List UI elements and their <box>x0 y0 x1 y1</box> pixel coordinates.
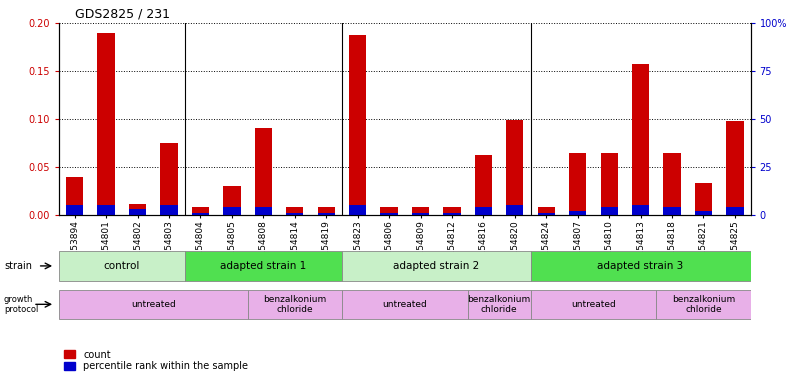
Bar <box>129 209 146 215</box>
Bar <box>656 290 751 319</box>
Bar <box>66 205 83 215</box>
Bar <box>59 251 185 281</box>
Bar <box>318 207 335 215</box>
Bar <box>66 177 83 215</box>
Bar <box>129 204 146 215</box>
Bar <box>185 251 342 281</box>
Bar <box>475 207 492 215</box>
Bar <box>248 290 342 319</box>
Bar <box>380 207 398 215</box>
Bar <box>318 213 335 215</box>
Bar <box>97 33 115 215</box>
Bar <box>569 152 586 215</box>
Text: benzalkonium
chloride: benzalkonium chloride <box>672 295 735 314</box>
Bar <box>97 205 115 215</box>
Bar <box>726 207 744 215</box>
Bar <box>380 213 398 215</box>
Bar <box>569 211 586 215</box>
Bar <box>412 213 429 215</box>
Bar <box>160 143 178 215</box>
Bar <box>255 127 272 215</box>
Bar <box>412 207 429 215</box>
Bar <box>223 186 241 215</box>
Text: adapted strain 1: adapted strain 1 <box>220 261 307 271</box>
Text: growth
protocol: growth protocol <box>4 295 39 314</box>
Bar <box>663 152 681 215</box>
Bar <box>286 213 303 215</box>
Bar <box>475 155 492 215</box>
Bar <box>601 207 618 215</box>
Bar <box>349 35 366 215</box>
Bar <box>192 207 209 215</box>
Bar <box>663 207 681 215</box>
Bar <box>342 251 531 281</box>
Bar <box>601 152 618 215</box>
Text: untreated: untreated <box>131 300 175 309</box>
Bar <box>349 205 366 215</box>
Text: untreated: untreated <box>383 300 427 309</box>
Bar <box>286 207 303 215</box>
Bar <box>695 184 712 215</box>
Bar <box>223 207 241 215</box>
Bar <box>506 205 523 215</box>
Text: adapted strain 3: adapted strain 3 <box>597 261 684 271</box>
Bar <box>59 290 248 319</box>
Bar <box>342 290 468 319</box>
Text: control: control <box>104 261 140 271</box>
Text: adapted strain 2: adapted strain 2 <box>393 261 479 271</box>
Bar <box>632 65 649 215</box>
Bar <box>632 205 649 215</box>
Text: untreated: untreated <box>571 300 615 309</box>
Bar <box>531 251 751 281</box>
Bar <box>538 207 555 215</box>
Bar <box>468 290 531 319</box>
Bar <box>255 207 272 215</box>
Bar <box>443 207 461 215</box>
Bar <box>695 211 712 215</box>
Text: GDS2825 / 231: GDS2825 / 231 <box>75 8 170 21</box>
Text: benzalkonium
chloride: benzalkonium chloride <box>468 295 531 314</box>
Bar <box>192 213 209 215</box>
Bar <box>160 205 178 215</box>
Bar <box>531 290 656 319</box>
Text: benzalkonium
chloride: benzalkonium chloride <box>263 295 326 314</box>
Text: strain: strain <box>4 261 32 271</box>
Legend: count, percentile rank within the sample: count, percentile rank within the sample <box>64 349 248 371</box>
Bar <box>726 121 744 215</box>
Bar <box>538 213 555 215</box>
Bar <box>506 120 523 215</box>
Bar <box>443 213 461 215</box>
